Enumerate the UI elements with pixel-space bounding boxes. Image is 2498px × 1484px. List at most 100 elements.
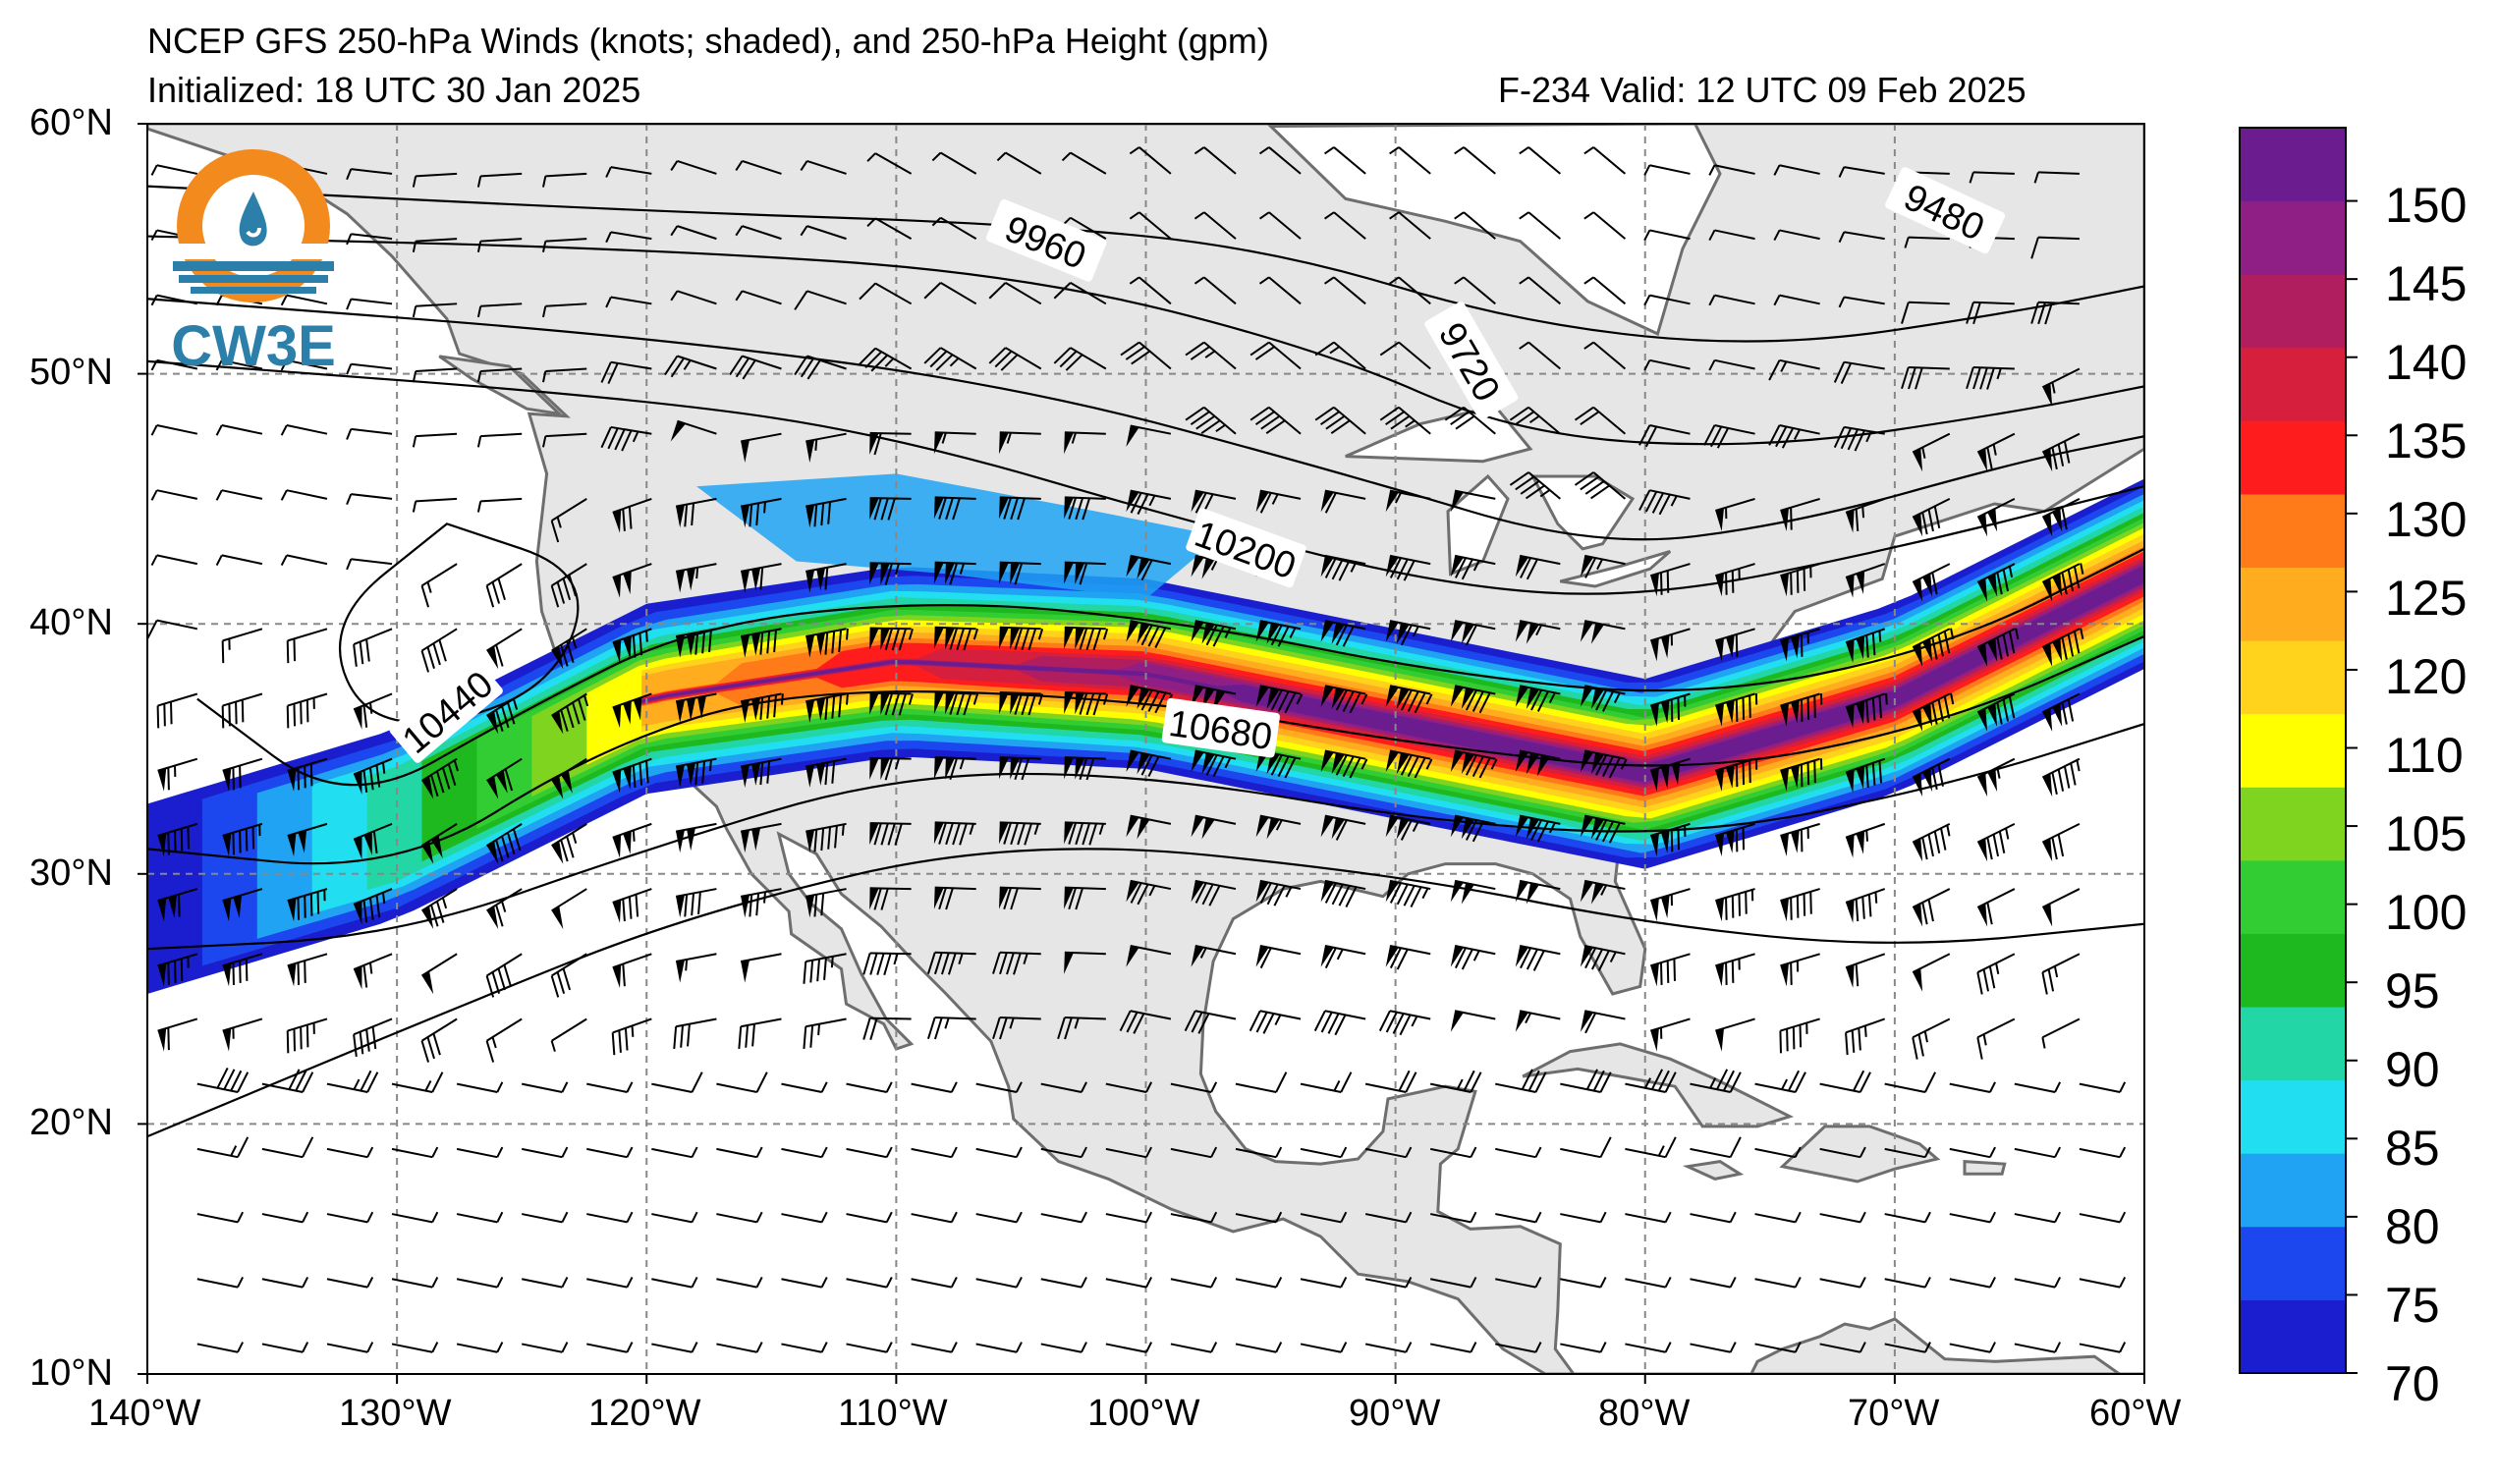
wind-barb-staff <box>1845 497 1886 514</box>
wind-barb <box>1976 1017 2016 1060</box>
wind-barb-feather <box>550 975 560 998</box>
wind-barb <box>261 1276 309 1289</box>
wind-barb-half-feather <box>1519 276 1529 285</box>
wind-barb-half-feather <box>1874 892 1878 904</box>
wind-barb <box>1364 1070 1417 1093</box>
wind-barb <box>1119 1010 1172 1034</box>
wind-barb <box>1912 432 1951 472</box>
wind-barb <box>1901 365 1950 390</box>
wind-barb-feather <box>1931 636 1938 660</box>
wind-barb-feather <box>827 826 832 850</box>
wind-barb-feather <box>426 646 435 669</box>
wind-barb-feather <box>216 1068 229 1089</box>
wind-barb-staff <box>1527 276 1561 305</box>
wind-barb-flag <box>1075 757 1085 780</box>
wind-barb-feather <box>245 828 249 852</box>
wind-barb <box>353 822 393 859</box>
wind-barb <box>611 1017 652 1056</box>
wind-barb-feather <box>1527 1070 1540 1092</box>
wind-barb-half-feather <box>908 629 914 640</box>
wind-barb <box>521 1146 569 1159</box>
wind-barb-half-feather <box>626 1146 634 1158</box>
contour-label-background <box>1885 167 2006 254</box>
wind-barb-feather <box>992 952 1001 974</box>
wind-barb-flag <box>1064 822 1074 845</box>
wind-barb-half-feather <box>1643 164 1651 176</box>
wind-barb-feather <box>1731 570 1735 593</box>
wind-barb-feather <box>1716 427 1730 449</box>
wind-barb-staff <box>1170 1343 1212 1353</box>
wind-barb <box>805 628 849 658</box>
wind-barb-feather <box>1779 1030 1782 1054</box>
height-contour-line <box>147 359 2144 595</box>
wind-barb-flag <box>1331 623 1345 644</box>
wind-barb-staff <box>940 151 977 175</box>
wind-barb-staff <box>1070 151 1107 175</box>
wind-barb-half-feather <box>894 758 900 770</box>
wind-barb-half-feather <box>1838 231 1846 244</box>
wind-barb-staff <box>486 888 523 912</box>
wind-barb-half-feather <box>496 1211 504 1223</box>
wind-barb-feather <box>1972 302 1981 325</box>
wind-barb-feather <box>622 963 626 987</box>
wind-barb <box>805 432 847 464</box>
wind-barb-feather <box>1131 350 1151 365</box>
wind-barb-flag <box>1266 623 1280 644</box>
wind-barb-feather <box>952 822 961 846</box>
wind-barb <box>988 347 1042 371</box>
wind-barb-feather <box>1140 754 1153 776</box>
wind-barb-feather <box>824 632 829 655</box>
wind-barb-half-feather <box>820 1081 828 1093</box>
wind-barb-half-feather <box>1210 1342 1218 1353</box>
wind-barb <box>1580 749 1628 779</box>
wind-barb-half-feather <box>1583 146 1594 155</box>
wind-barb-half-feather <box>1129 146 1140 155</box>
wind-barb-staff <box>741 822 782 833</box>
wind-barb-half-feather <box>501 901 507 912</box>
wind-barb-half-feather <box>820 1342 828 1353</box>
wind-barb-half-feather <box>1729 1342 1737 1353</box>
wind-barb-flag <box>1715 637 1724 662</box>
wind-barb-staff <box>351 362 393 370</box>
wind-barb-staff <box>2041 628 2081 648</box>
wind-barb-flag <box>1791 764 1800 789</box>
wind-barb-staff <box>610 296 652 305</box>
wind-barb <box>1690 1276 1737 1289</box>
lake-huron <box>1529 474 1636 551</box>
wind-barb-feather <box>947 953 957 975</box>
wind-barb <box>1574 471 1627 500</box>
wind-barb-feather <box>1670 829 1674 852</box>
wind-barb-half-feather <box>755 1146 763 1158</box>
wind-barb <box>1560 1136 1612 1159</box>
wind-barb-staff <box>1715 888 1755 903</box>
wind-barb-feather <box>2002 569 2010 592</box>
wind-barb <box>150 554 198 566</box>
wind-barb-staff <box>196 1343 239 1353</box>
wind-barb-feather <box>2061 572 2068 595</box>
wind-barb-half-feather <box>280 489 288 501</box>
wind-barb-flag <box>551 711 564 735</box>
wind-barb-staff <box>1398 146 1431 175</box>
wind-barb-feather <box>824 697 829 720</box>
lon-label-110w: 110°W <box>838 1393 948 1434</box>
wind-barb-feather <box>1320 1012 1333 1033</box>
wind-barb-staff <box>326 1082 368 1093</box>
wind-barb <box>1126 554 1172 581</box>
wind-barb-feather <box>1722 1070 1735 1092</box>
wind-barb-half-feather <box>1539 489 1551 498</box>
wind-barb-half-feather <box>958 953 964 964</box>
wind-barb <box>781 1342 828 1353</box>
cb-label-130: 130 <box>2385 492 2468 547</box>
wind-barb-flag <box>1580 946 1594 967</box>
wind-barb <box>741 888 782 918</box>
wind-barb-staff <box>1430 1278 1471 1289</box>
wind-barb-flag <box>1385 621 1399 642</box>
wind-barb-feather <box>223 1069 236 1090</box>
wind-barb-flag <box>1515 686 1528 707</box>
wind-barb-feather <box>1996 572 2003 595</box>
wind-barb-feather <box>1027 628 1037 651</box>
wind-barb-feather <box>1471 755 1484 778</box>
wind-barb-staff <box>486 692 523 717</box>
wind-barb <box>933 886 976 910</box>
wind-barb <box>999 756 1041 781</box>
